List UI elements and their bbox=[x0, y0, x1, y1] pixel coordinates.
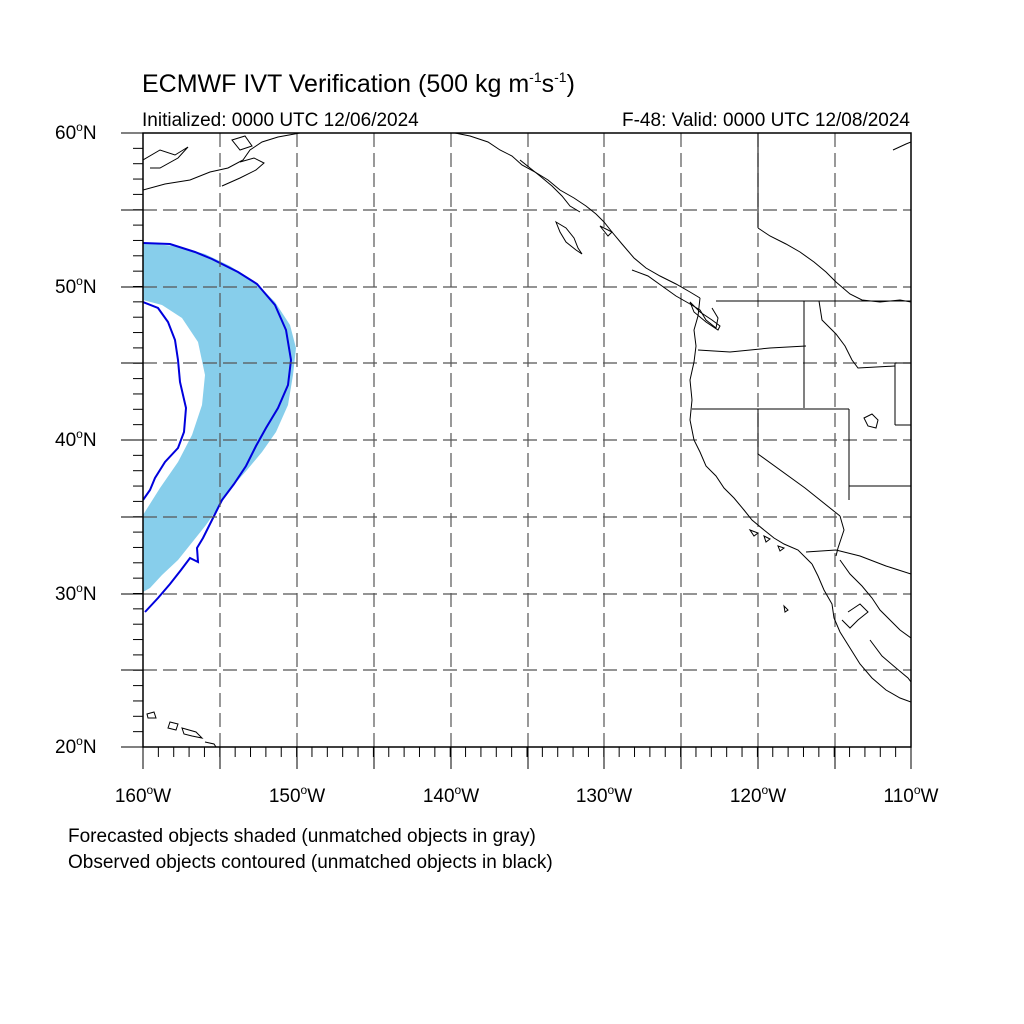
lat-label-50: 50oN bbox=[55, 274, 97, 298]
footnote-forecast: Forecasted objects shaded (unmatched obj… bbox=[68, 826, 536, 847]
valid-time-label: F-48: Valid: 0000 UTC 12/08/2024 bbox=[622, 110, 910, 131]
observed-contour-outer bbox=[143, 242, 293, 613]
lon-label-140: 140oW bbox=[422, 783, 480, 807]
coastlines bbox=[143, 133, 911, 747]
lon-label-110: 110oW bbox=[883, 783, 939, 807]
lon-label-150: 150oW bbox=[268, 783, 326, 807]
lat-label-20: 20oN bbox=[55, 734, 97, 758]
lon-label-160: 160oW bbox=[114, 783, 172, 807]
footnote-observed: Observed objects contoured (unmatched ob… bbox=[68, 852, 553, 873]
political-borders bbox=[692, 133, 911, 575]
chart-title: ECMWF IVT Verification (500 kg m-1s-1) bbox=[142, 69, 575, 98]
lat-label-60: 60oN bbox=[55, 120, 97, 144]
lon-minor-ticks bbox=[142, 747, 912, 757]
init-time-label: Initialized: 0000 UTC 12/06/2024 bbox=[142, 110, 419, 131]
lon-label-120: 120oW bbox=[729, 783, 787, 807]
observed-contour-inner bbox=[143, 301, 188, 501]
lat-minor-ticks bbox=[133, 132, 143, 748]
graticule bbox=[143, 133, 911, 747]
lat-label-30: 30oN bbox=[55, 581, 97, 605]
lon-label-130: 130oW bbox=[575, 783, 633, 807]
lat-label-40: 40oN bbox=[55, 427, 97, 451]
